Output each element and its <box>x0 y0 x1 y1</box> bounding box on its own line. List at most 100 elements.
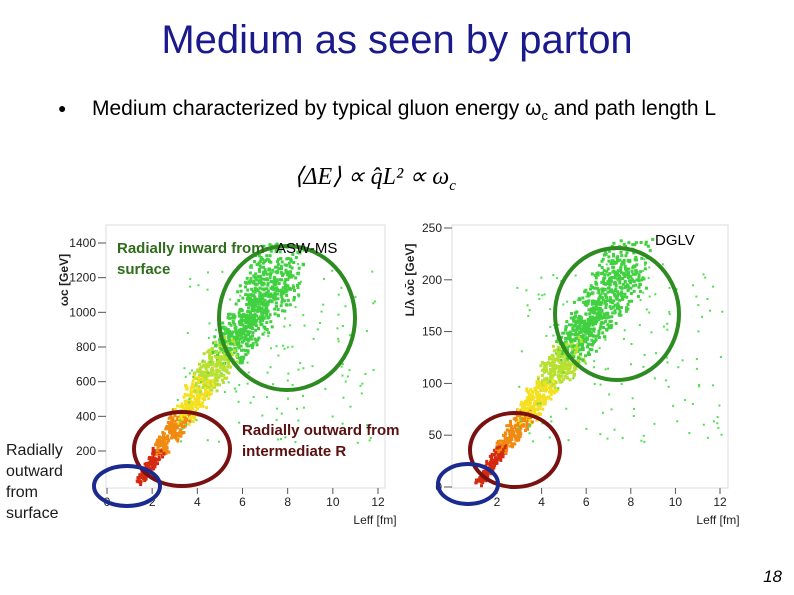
formula-sub: c <box>449 177 456 194</box>
density-point <box>584 312 588 316</box>
density-point <box>166 425 170 429</box>
density-point <box>512 417 516 421</box>
density-point <box>665 356 668 359</box>
density-point <box>533 410 537 414</box>
density-point <box>624 244 628 248</box>
density-point <box>604 319 608 323</box>
density-point <box>252 274 256 278</box>
density-point <box>549 397 553 401</box>
density-point <box>552 365 556 369</box>
density-point <box>160 441 164 445</box>
density-point <box>240 309 244 313</box>
density-point <box>603 250 607 254</box>
density-point <box>262 316 266 320</box>
density-point <box>543 293 546 296</box>
density-point <box>564 340 568 344</box>
density-point <box>573 364 577 368</box>
model-label: DGLV <box>655 232 695 249</box>
density-point <box>537 377 540 380</box>
density-point <box>654 293 657 296</box>
density-point <box>290 266 294 270</box>
density-point <box>586 293 590 297</box>
density-point <box>265 277 269 281</box>
density-point <box>597 290 601 294</box>
density-point <box>148 462 152 466</box>
density-point <box>285 273 289 277</box>
density-point <box>589 287 593 291</box>
density-point <box>246 330 250 334</box>
density-point <box>279 289 283 293</box>
density-point <box>184 375 187 378</box>
density-point <box>588 347 592 351</box>
density-point <box>631 272 635 276</box>
density-point <box>233 338 237 342</box>
density-point <box>609 319 613 323</box>
density-point <box>248 335 252 339</box>
density-point <box>284 287 288 291</box>
density-point <box>155 458 159 462</box>
density-point <box>644 261 648 265</box>
density-point <box>143 479 147 483</box>
density-point <box>668 313 671 316</box>
density-point <box>630 277 634 281</box>
density-point <box>605 269 609 273</box>
density-point <box>485 459 489 463</box>
density-point <box>668 310 671 313</box>
density-point <box>203 363 207 367</box>
density-point <box>532 395 536 399</box>
density-point <box>520 418 523 421</box>
density-point <box>226 359 230 363</box>
density-point <box>580 335 584 339</box>
density-point <box>215 351 219 355</box>
density-point <box>283 325 286 328</box>
density-point <box>508 419 512 423</box>
density-point <box>182 413 186 417</box>
density-point <box>573 344 577 348</box>
density-point <box>279 264 283 268</box>
density-point <box>486 462 490 466</box>
density-point <box>719 355 722 358</box>
density-point <box>263 298 267 302</box>
density-point <box>211 369 215 373</box>
density-point <box>622 273 626 277</box>
density-point <box>283 347 286 350</box>
density-point <box>718 404 721 407</box>
density-point <box>586 291 590 295</box>
density-point <box>618 281 622 285</box>
density-point <box>192 374 196 378</box>
density-point <box>260 287 264 291</box>
density-point <box>516 436 520 440</box>
density-point <box>164 445 168 449</box>
density-point <box>593 299 597 303</box>
density-point <box>520 407 524 411</box>
density-point <box>337 293 340 296</box>
density-point <box>557 387 560 390</box>
density-point <box>568 330 572 334</box>
density-point <box>626 259 630 263</box>
density-point <box>258 291 262 295</box>
density-point <box>636 277 640 281</box>
density-point <box>485 462 489 466</box>
density-point <box>616 294 620 298</box>
density-point <box>242 339 246 343</box>
x-tick-label: 8 <box>627 495 634 509</box>
density-point <box>225 340 229 344</box>
density-point <box>495 459 499 463</box>
density-point <box>540 401 544 405</box>
density-point <box>217 343 221 347</box>
density-point <box>681 359 684 362</box>
density-point <box>232 313 236 317</box>
density-point <box>561 355 565 359</box>
density-point <box>185 406 189 410</box>
density-point <box>151 458 155 462</box>
density-point <box>265 287 269 291</box>
density-point <box>208 388 212 392</box>
density-point <box>171 420 175 424</box>
density-point <box>573 333 577 337</box>
density-point <box>577 356 581 360</box>
density-point <box>280 272 284 276</box>
density-point <box>226 316 230 320</box>
density-point <box>554 366 558 370</box>
density-point <box>613 294 617 298</box>
density-point <box>571 327 575 331</box>
